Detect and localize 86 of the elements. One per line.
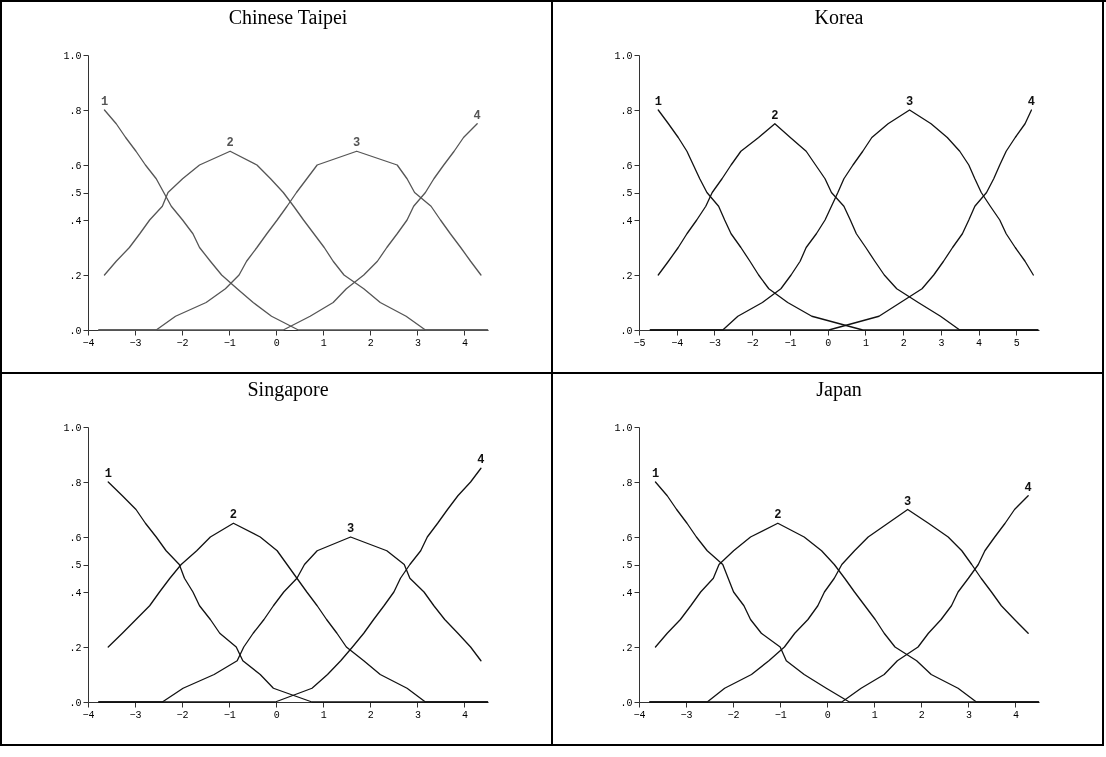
y-tick-label: .2: [69, 642, 82, 654]
y-tick-label: .5: [69, 188, 82, 199]
x-tick-label: −1: [774, 709, 787, 721]
x-tick-label: −4: [633, 709, 646, 721]
series-label: 1: [654, 95, 662, 109]
x-tick-label: −3: [708, 337, 721, 349]
y-tick-label: .6: [69, 160, 82, 172]
series-label: 2: [774, 508, 782, 523]
series-label: 4: [1027, 95, 1036, 109]
y-tick-label: .5: [620, 560, 633, 571]
chart-title: Chinese Taipei: [228, 6, 348, 29]
x-tick-label: 1: [320, 337, 327, 349]
y-tick-label: .8: [620, 477, 633, 489]
x-tick-label: −2: [727, 709, 740, 721]
x-tick-label: 0: [273, 337, 280, 349]
series-label: 2: [771, 108, 779, 123]
series-label: 2: [229, 508, 238, 523]
x-tick-label: 4: [976, 337, 983, 349]
x-tick-label: 2: [900, 337, 907, 349]
x-tick-label: 3: [414, 709, 421, 721]
chart-title: Japan: [816, 378, 862, 401]
y-tick-label: .0: [620, 325, 633, 337]
x-tick-label: −3: [129, 337, 142, 349]
series-label: 3: [353, 136, 361, 151]
y-tick-label: .2: [620, 270, 633, 282]
x-tick-label: −1: [223, 709, 236, 721]
x-tick-label: 4: [461, 337, 468, 349]
x-tick-label: 3: [965, 709, 972, 721]
y-tick-label: .8: [620, 105, 633, 117]
x-tick-label: −4: [82, 709, 95, 721]
x-tick-label: 4: [1012, 709, 1019, 721]
series-label: 2: [226, 136, 234, 151]
x-tick-label: 3: [414, 337, 421, 349]
y-tick-label: .2: [620, 642, 633, 654]
series-label: 4: [473, 108, 481, 123]
x-tick-label: 4: [461, 709, 468, 721]
x-tick-label: 2: [918, 709, 925, 721]
x-tick-label: 1: [871, 709, 878, 721]
x-tick-label: 5: [1013, 337, 1020, 349]
x-tick-label: 3: [938, 337, 945, 349]
x-tick-label: −2: [746, 337, 759, 349]
y-tick-label: .6: [620, 160, 633, 172]
x-tick-label: −3: [129, 709, 142, 721]
x-tick-label: 2: [367, 709, 374, 721]
series-label: 3: [905, 95, 914, 109]
x-tick-label: −2: [176, 337, 189, 349]
x-tick-label: −1: [784, 337, 797, 349]
y-tick-label: .5: [69, 560, 82, 571]
series-label: 4: [477, 453, 485, 468]
y-tick-label: 1.0: [614, 50, 633, 62]
y-tick-label: .6: [620, 532, 633, 544]
x-tick-label: −5: [633, 337, 646, 349]
x-tick-label: 0: [824, 709, 831, 721]
y-tick-label: .2: [69, 270, 82, 282]
x-tick-label: −3: [680, 709, 693, 721]
series-label: 1: [651, 467, 660, 481]
y-tick-label: 1.0: [614, 422, 633, 434]
chart-title: Korea: [814, 6, 864, 28]
y-tick-label: .6: [69, 532, 82, 544]
x-tick-label: 0: [825, 337, 832, 349]
y-tick-label: .4: [620, 587, 633, 599]
y-tick-label: .8: [69, 477, 82, 489]
series-label: 4: [1024, 480, 1032, 495]
chart-title: Singapore: [247, 378, 329, 401]
series-label: 3: [904, 494, 912, 509]
series-label: 3: [346, 522, 355, 536]
y-tick-label: 1.0: [63, 422, 82, 434]
x-tick-label: −4: [671, 337, 684, 349]
x-tick-label: −1: [223, 337, 236, 349]
y-tick-label: .8: [69, 105, 82, 117]
y-tick-label: .4: [620, 215, 633, 227]
x-tick-label: 1: [862, 337, 869, 349]
series-label: 1: [100, 95, 109, 109]
x-tick-label: 0: [273, 709, 280, 721]
x-tick-label: −2: [176, 709, 189, 721]
y-tick-label: .0: [69, 697, 82, 709]
y-tick-label: .4: [69, 587, 82, 599]
y-tick-label: .4: [69, 215, 82, 227]
x-tick-label: 1: [320, 709, 327, 721]
y-tick-label: .0: [69, 325, 82, 337]
x-tick-label: 2: [367, 337, 374, 349]
x-tick-label: −4: [82, 337, 95, 349]
series-label: 1: [104, 467, 112, 481]
y-tick-label: .5: [620, 188, 633, 199]
y-tick-label: 1.0: [63, 50, 82, 62]
y-tick-label: .0: [620, 697, 633, 709]
